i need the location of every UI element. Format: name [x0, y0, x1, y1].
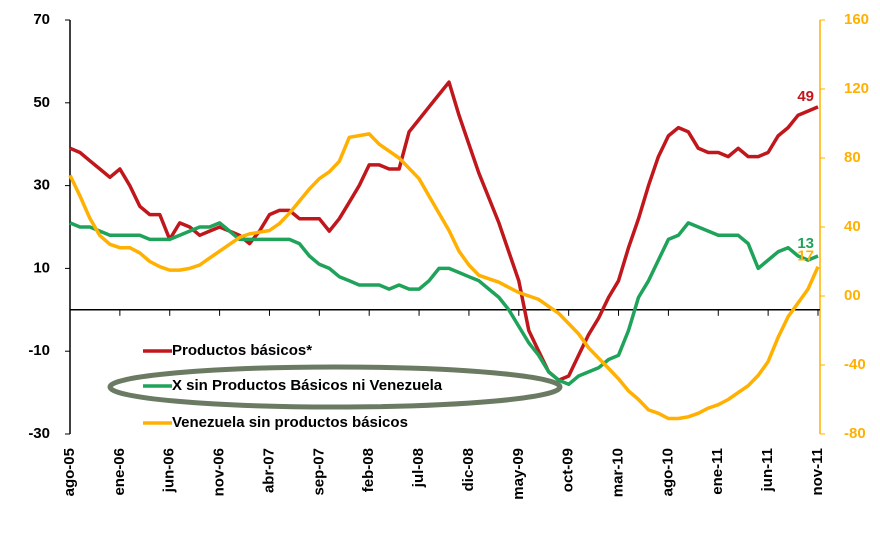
y2-tick-label: -80	[844, 425, 866, 442]
y2-tick-label: 00	[844, 287, 861, 304]
x-tick-label: dic-08	[460, 448, 477, 491]
series-line	[69, 80, 819, 382]
x-tick-label: ago-10	[659, 448, 676, 496]
end-value-label: 49	[797, 88, 814, 105]
y-tick-label: -30	[28, 425, 50, 442]
x-tick-label: ago-05	[61, 448, 78, 496]
y-tick-label: -10	[28, 342, 50, 359]
y-tick-label: 10	[33, 259, 50, 276]
x-tick-label: nov-06	[211, 448, 228, 496]
x-tick-label: jun-11	[759, 448, 776, 492]
legend-label: X sin Productos Básicos ni Venezuela	[172, 377, 443, 394]
x-tick-label: ene-06	[111, 448, 128, 496]
legend-label: Venezuela sin productos básicos	[172, 414, 408, 431]
end-value-label: 17	[797, 248, 814, 265]
y2-tick-label: 120	[844, 80, 869, 97]
y2-tick-label: 80	[844, 149, 861, 166]
x-tick-label: jul-08	[410, 448, 427, 488]
end-value-label: 13	[797, 235, 814, 252]
highlight-ellipse	[107, 364, 563, 410]
y-tick-label: 50	[33, 94, 50, 111]
x-tick-label: nov-11	[809, 448, 826, 496]
series-line	[68, 132, 820, 421]
x-tick-label: oct-09	[560, 448, 577, 492]
x-tick-label: sep-07	[310, 448, 327, 496]
legend-label: Productos básicos*	[172, 342, 312, 359]
y2-tick-label: 40	[844, 218, 861, 235]
x-tick-label: mar-10	[610, 448, 627, 497]
x-tick-label: jun-06	[161, 448, 178, 493]
y-tick-label: 30	[33, 177, 50, 194]
x-tick-label: may-09	[510, 448, 527, 500]
y-tick-label: 70	[33, 11, 50, 28]
y2-tick-label: 160	[844, 11, 869, 28]
x-tick-label: ene-11	[709, 448, 726, 495]
y2-tick-label: -40	[844, 356, 866, 373]
x-tick-label: feb-08	[360, 448, 377, 492]
x-tick-label: abr-07	[260, 448, 277, 493]
series-line	[69, 221, 819, 387]
